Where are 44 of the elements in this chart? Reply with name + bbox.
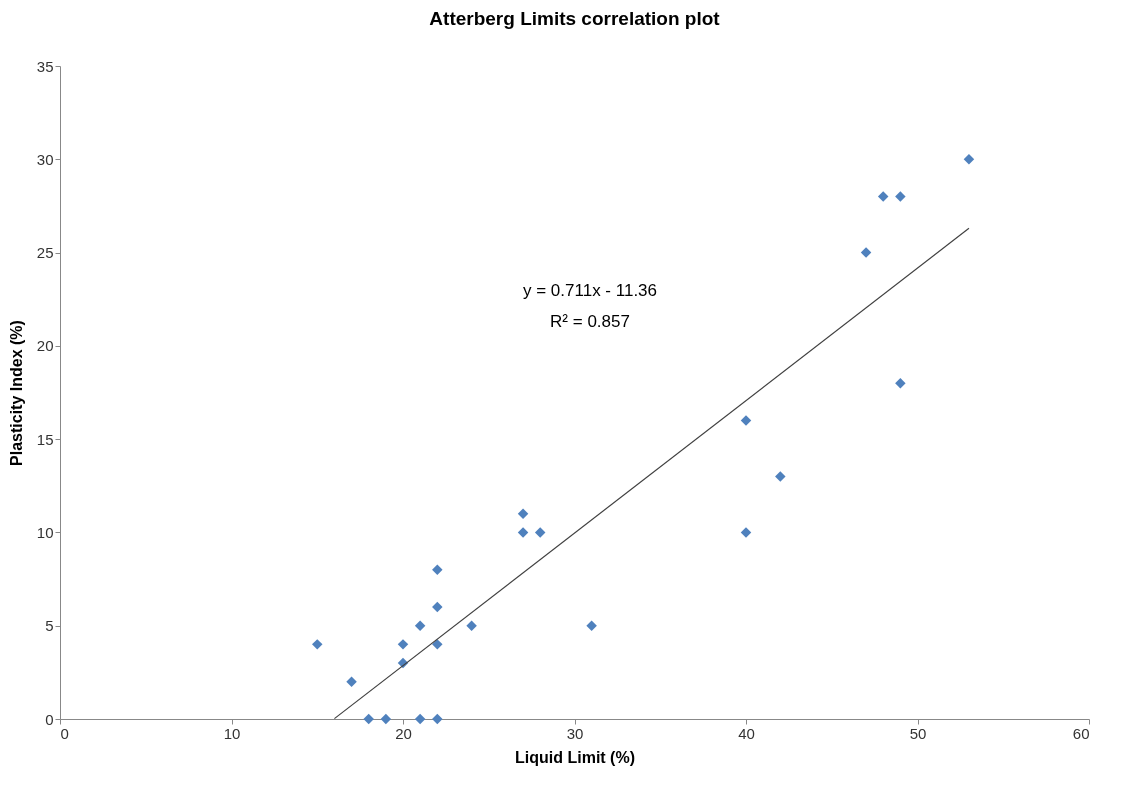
chart-title: Atterberg Limits correlation plot	[429, 8, 721, 29]
point	[466, 620, 477, 631]
y-tick-label: 30	[36, 150, 54, 168]
point	[432, 601, 443, 613]
x-tick-label: 40	[738, 724, 755, 742]
point	[895, 377, 906, 389]
x-tick-label: 0	[60, 724, 69, 742]
x-tick-label: 20	[395, 724, 412, 742]
y-tick-label: 35	[36, 57, 54, 75]
point	[517, 527, 529, 538]
point	[312, 639, 323, 650]
point	[877, 191, 889, 202]
annotation: y = 0.711x - 11.36	[522, 281, 658, 300]
x-tick-label: 60	[1072, 724, 1090, 742]
y-tick-label: 15	[36, 430, 54, 448]
point	[380, 713, 392, 725]
point	[586, 620, 597, 631]
point	[432, 564, 443, 575]
y-axis-title: Plasticity Index (%)	[7, 320, 25, 466]
point	[775, 471, 786, 482]
point	[397, 639, 409, 650]
y-tick-label: 5	[45, 617, 54, 635]
point	[432, 639, 443, 650]
x-tick-label: 50	[909, 724, 927, 742]
point	[895, 191, 906, 202]
point	[346, 676, 357, 687]
point	[414, 620, 426, 631]
point	[517, 508, 529, 520]
y-tick-label: 0	[45, 710, 54, 728]
point	[740, 527, 752, 538]
x-tick-label: 30	[566, 724, 584, 742]
x-tick-label: 10	[223, 724, 241, 742]
y-tick-label: 20	[36, 337, 54, 355]
point	[363, 713, 374, 725]
point	[740, 415, 752, 426]
y-tick-label: 10	[36, 523, 54, 541]
point	[534, 527, 546, 538]
point	[414, 713, 426, 725]
point	[860, 247, 872, 258]
x-axis-title: Liquid Limit (%)	[515, 748, 635, 766]
y-tick-label: 25	[36, 244, 54, 262]
point	[432, 713, 443, 725]
point	[963, 154, 975, 165]
annotation: R² = 0.857	[550, 312, 630, 331]
